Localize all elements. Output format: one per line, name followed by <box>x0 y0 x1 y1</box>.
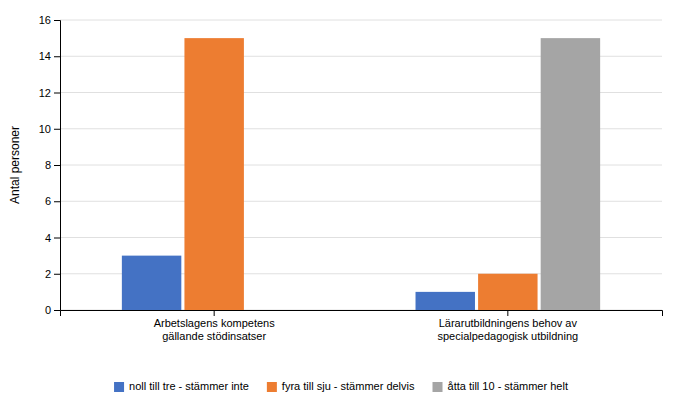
y-tick: 16 <box>39 14 60 26</box>
y-tick-label: 0 <box>45 304 51 316</box>
y-tick: 6 <box>45 195 60 207</box>
bars <box>122 38 600 310</box>
bar <box>247 310 306 311</box>
legend-swatch <box>114 382 124 392</box>
x-tick-mark <box>214 310 215 316</box>
y-tick: 0 <box>45 304 60 316</box>
legend-label: fyra till sju - stämmer delvis <box>282 380 415 392</box>
x-tick: Arbetslagens kompetensgällande stödinsat… <box>154 310 276 342</box>
bar <box>478 274 537 310</box>
y-tick-mark <box>54 93 60 94</box>
y-tick-mark <box>54 274 60 275</box>
y-tick-mark <box>54 310 60 311</box>
y-tick-label: 4 <box>45 232 51 244</box>
legend: noll till tre - stämmer inte fyra till sj… <box>114 380 568 392</box>
y-tick: 12 <box>39 87 60 99</box>
y-tick-mark <box>54 165 60 166</box>
legend-label: åtta till 10 - stämmer helt <box>448 380 568 392</box>
legend-item: åtta till 10 - stämmer helt <box>433 380 568 392</box>
x-tick-label: Lärarutbildningens behov avspecialpedago… <box>437 317 578 342</box>
legend-item: noll till tre - stämmer inte <box>114 380 249 392</box>
y-tick-mark <box>54 20 60 21</box>
y-tick: 4 <box>45 232 60 244</box>
y-tick: 10 <box>39 123 60 135</box>
y-tick: 14 <box>39 50 60 62</box>
bar <box>122 256 181 310</box>
y-tick-label: 12 <box>39 87 51 99</box>
bar-series <box>541 38 600 310</box>
x-axis-line <box>61 311 663 317</box>
y-axis-line <box>54 21 61 311</box>
chart: 0 2 4 6 8 10 12 14 16 Arbetslagens kompetensgälla… <box>0 0 682 405</box>
x-tick-mark <box>507 310 508 316</box>
y-tick-mark <box>54 129 60 130</box>
x-tick: Lärarutbildningens behov avspecialpedago… <box>437 310 578 342</box>
y-tick-mark <box>54 56 60 57</box>
y-tick-label: 10 <box>39 123 51 135</box>
y-tick-mark <box>54 201 60 202</box>
grid-line <box>60 20 662 21</box>
bar-series <box>122 256 475 310</box>
grid <box>60 20 662 310</box>
legend-swatch <box>267 382 277 392</box>
y-tick-label: 2 <box>45 268 51 280</box>
y-axis-title: Antal personer <box>8 126 22 204</box>
legend-swatch <box>433 382 443 392</box>
y-axis: 0 2 4 6 8 10 12 14 16 <box>39 14 61 316</box>
legend-label: noll till tre - stämmer inte <box>129 380 249 392</box>
y-tick-label: 16 <box>39 14 51 26</box>
bar <box>416 292 475 310</box>
y-tick: 8 <box>45 159 60 171</box>
y-tick: 2 <box>45 268 60 280</box>
x-tick-label: Arbetslagens kompetensgällande stödinsat… <box>154 317 276 342</box>
legend-item: fyra till sju - stämmer delvis <box>267 380 415 392</box>
y-tick-label: 8 <box>45 159 51 171</box>
bar <box>184 38 243 310</box>
y-tick-label: 6 <box>45 195 51 207</box>
plot: 0 2 4 6 8 10 12 14 16 Arbetslagens kompetensgälla… <box>39 14 663 342</box>
x-axis: Arbetslagens kompetensgällande stödinsat… <box>61 310 663 342</box>
bar-series <box>184 38 537 310</box>
y-tick-mark <box>54 238 60 239</box>
y-tick-label: 14 <box>39 50 51 62</box>
bar <box>541 38 600 310</box>
